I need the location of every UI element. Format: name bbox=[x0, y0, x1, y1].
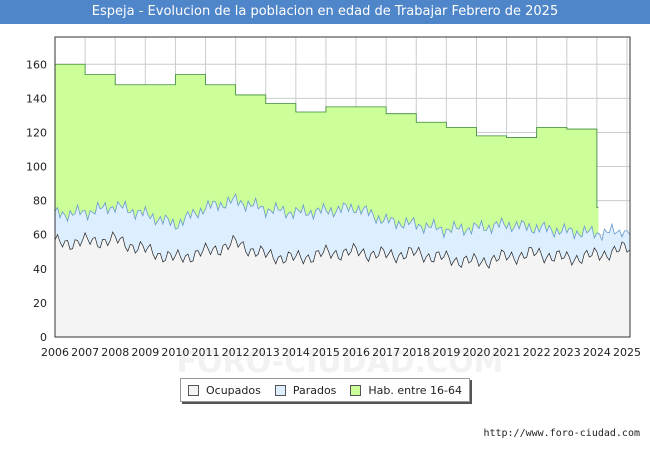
x-tick-label: 2015 bbox=[312, 346, 340, 359]
x-tick-label: 2023 bbox=[553, 346, 581, 359]
legend-swatch-parados bbox=[274, 384, 286, 396]
y-tick-label: 40 bbox=[33, 263, 47, 276]
y-tick-label: 80 bbox=[33, 195, 47, 208]
x-tick-label: 2021 bbox=[493, 346, 521, 359]
x-tick-label: 2009 bbox=[131, 346, 159, 359]
x-tick-label: 2013 bbox=[252, 346, 280, 359]
legend-label-ocupados: Ocupados bbox=[205, 383, 261, 397]
legend-label-parados: Parados bbox=[292, 383, 337, 397]
x-tick-label: 2019 bbox=[432, 346, 460, 359]
x-tick-label: 2007 bbox=[71, 346, 99, 359]
line-ocupados bbox=[54, 231, 630, 269]
x-tick-label: 2010 bbox=[161, 346, 189, 359]
x-tick-label: 2018 bbox=[402, 346, 430, 359]
x-tick-labels: 2006 2007 2008 2009 2010 2011 2012 2013 2014 2015… bbox=[41, 346, 641, 359]
axes bbox=[54, 36, 631, 338]
x-tick-label: 2012 bbox=[222, 346, 250, 359]
y-tick-label: 100 bbox=[26, 161, 47, 174]
x-tick-label: 2008 bbox=[101, 346, 129, 359]
x-tick-label: 2024 bbox=[583, 346, 611, 359]
y-tick-labels: 0 20 40 60 80 100 120 140 160 bbox=[26, 58, 47, 344]
legend-swatch-habitantes bbox=[350, 384, 362, 396]
chart-title: Espeja - Evolucion de la poblacion en ed… bbox=[0, 0, 650, 24]
x-tick-label: 2014 bbox=[282, 346, 310, 359]
y-tick-label: 0 bbox=[40, 331, 47, 344]
x-tick-label: 2022 bbox=[523, 346, 551, 359]
area-ocupados bbox=[55, 232, 630, 337]
x-tick-label: 2011 bbox=[192, 346, 220, 359]
y-tick-label: 140 bbox=[26, 92, 47, 105]
legend-item-parados[interactable]: Parados bbox=[274, 383, 337, 397]
line-habitantes bbox=[55, 63, 599, 208]
legend: Ocupados Parados Hab. entre 16-64 bbox=[180, 378, 470, 402]
y-tick-label: 20 bbox=[33, 297, 47, 310]
x-tick-label: 2025 bbox=[613, 346, 641, 359]
x-tick-label: 2020 bbox=[462, 346, 490, 359]
x-tick-label: 2016 bbox=[342, 346, 370, 359]
legend-swatch-ocupados bbox=[187, 384, 199, 396]
source-link[interactable]: http://www.foro-ciudad.com bbox=[483, 428, 640, 439]
legend-item-ocupados[interactable]: Ocupados bbox=[187, 383, 261, 397]
y-tick-label: 120 bbox=[26, 126, 47, 139]
x-tick-label: 2006 bbox=[41, 346, 69, 359]
line-parados bbox=[54, 192, 630, 242]
legend-item-habitantes[interactable]: Hab. entre 16-64 bbox=[350, 384, 462, 397]
plot-frame bbox=[54, 36, 631, 338]
watermark: FORO-CIUDAD.COM bbox=[177, 345, 504, 380]
plot-areas bbox=[54, 63, 630, 337]
y-tick-label: 60 bbox=[33, 229, 47, 242]
y-tick-label: 160 bbox=[26, 58, 47, 71]
x-tick-label: 2017 bbox=[372, 346, 400, 359]
legend-label-habitantes: Hab. entre 16-64 bbox=[368, 383, 462, 397]
